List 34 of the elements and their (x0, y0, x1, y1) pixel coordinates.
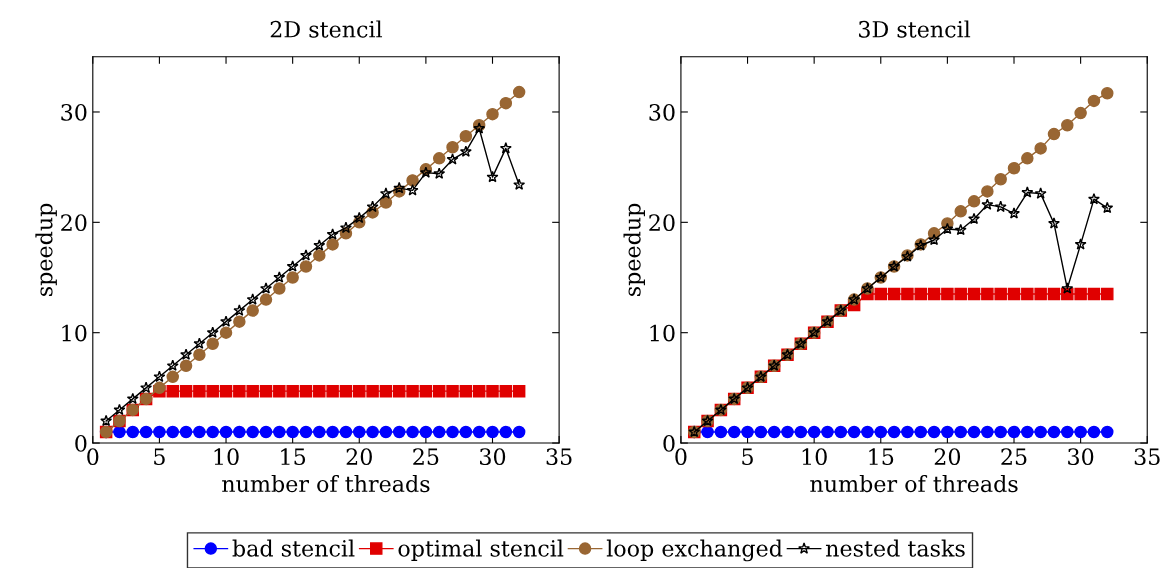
legend-label: nested tasks (825, 539, 965, 557)
x-axis-title: number of threads (222, 474, 430, 493)
y-axis-title: speedup (35, 203, 57, 297)
y-tick-label: 30 (61, 103, 87, 121)
x-tick-label: 15 (869, 448, 894, 466)
x-axis-title: number of threads (810, 474, 1018, 493)
y-tick-label: 10 (650, 324, 675, 342)
x-tick-label: 35 (546, 448, 572, 466)
x-tick-label: 30 (480, 448, 506, 466)
legend-label: loop exchanged (606, 539, 783, 562)
x-tick-label: 10 (214, 448, 239, 466)
y-tick-label: 0 (75, 434, 87, 452)
x-tick-label: 30 (1068, 448, 1094, 466)
legend-label: bad stencil (232, 539, 355, 557)
x-tick-label: 0 (87, 448, 99, 466)
x-tick-label: 25 (413, 448, 439, 466)
x-tick-label: 10 (802, 448, 827, 466)
x-tick-label: 0 (675, 448, 687, 466)
x-tick-label: 35 (1134, 448, 1160, 466)
y-tick-label: 10 (62, 324, 87, 342)
x-tick-label: 20 (934, 448, 961, 466)
y-axis-title: speedup (623, 203, 645, 297)
chart-title: 2D stencil (270, 20, 383, 38)
x-tick-label: 25 (1001, 448, 1027, 466)
y-tick-label: 20 (649, 214, 675, 232)
chart-title: 3D stencil (859, 20, 971, 38)
x-tick-label: 5 (154, 448, 165, 466)
x-tick-label: 20 (346, 448, 372, 466)
y-tick-label: 0 (663, 434, 675, 452)
x-tick-label: 5 (742, 448, 753, 466)
y-tick-label: 30 (649, 103, 675, 121)
y-tick-label: 20 (61, 214, 87, 232)
legend-label: optimal stencil (398, 539, 564, 562)
x-tick-label: 15 (281, 448, 306, 466)
